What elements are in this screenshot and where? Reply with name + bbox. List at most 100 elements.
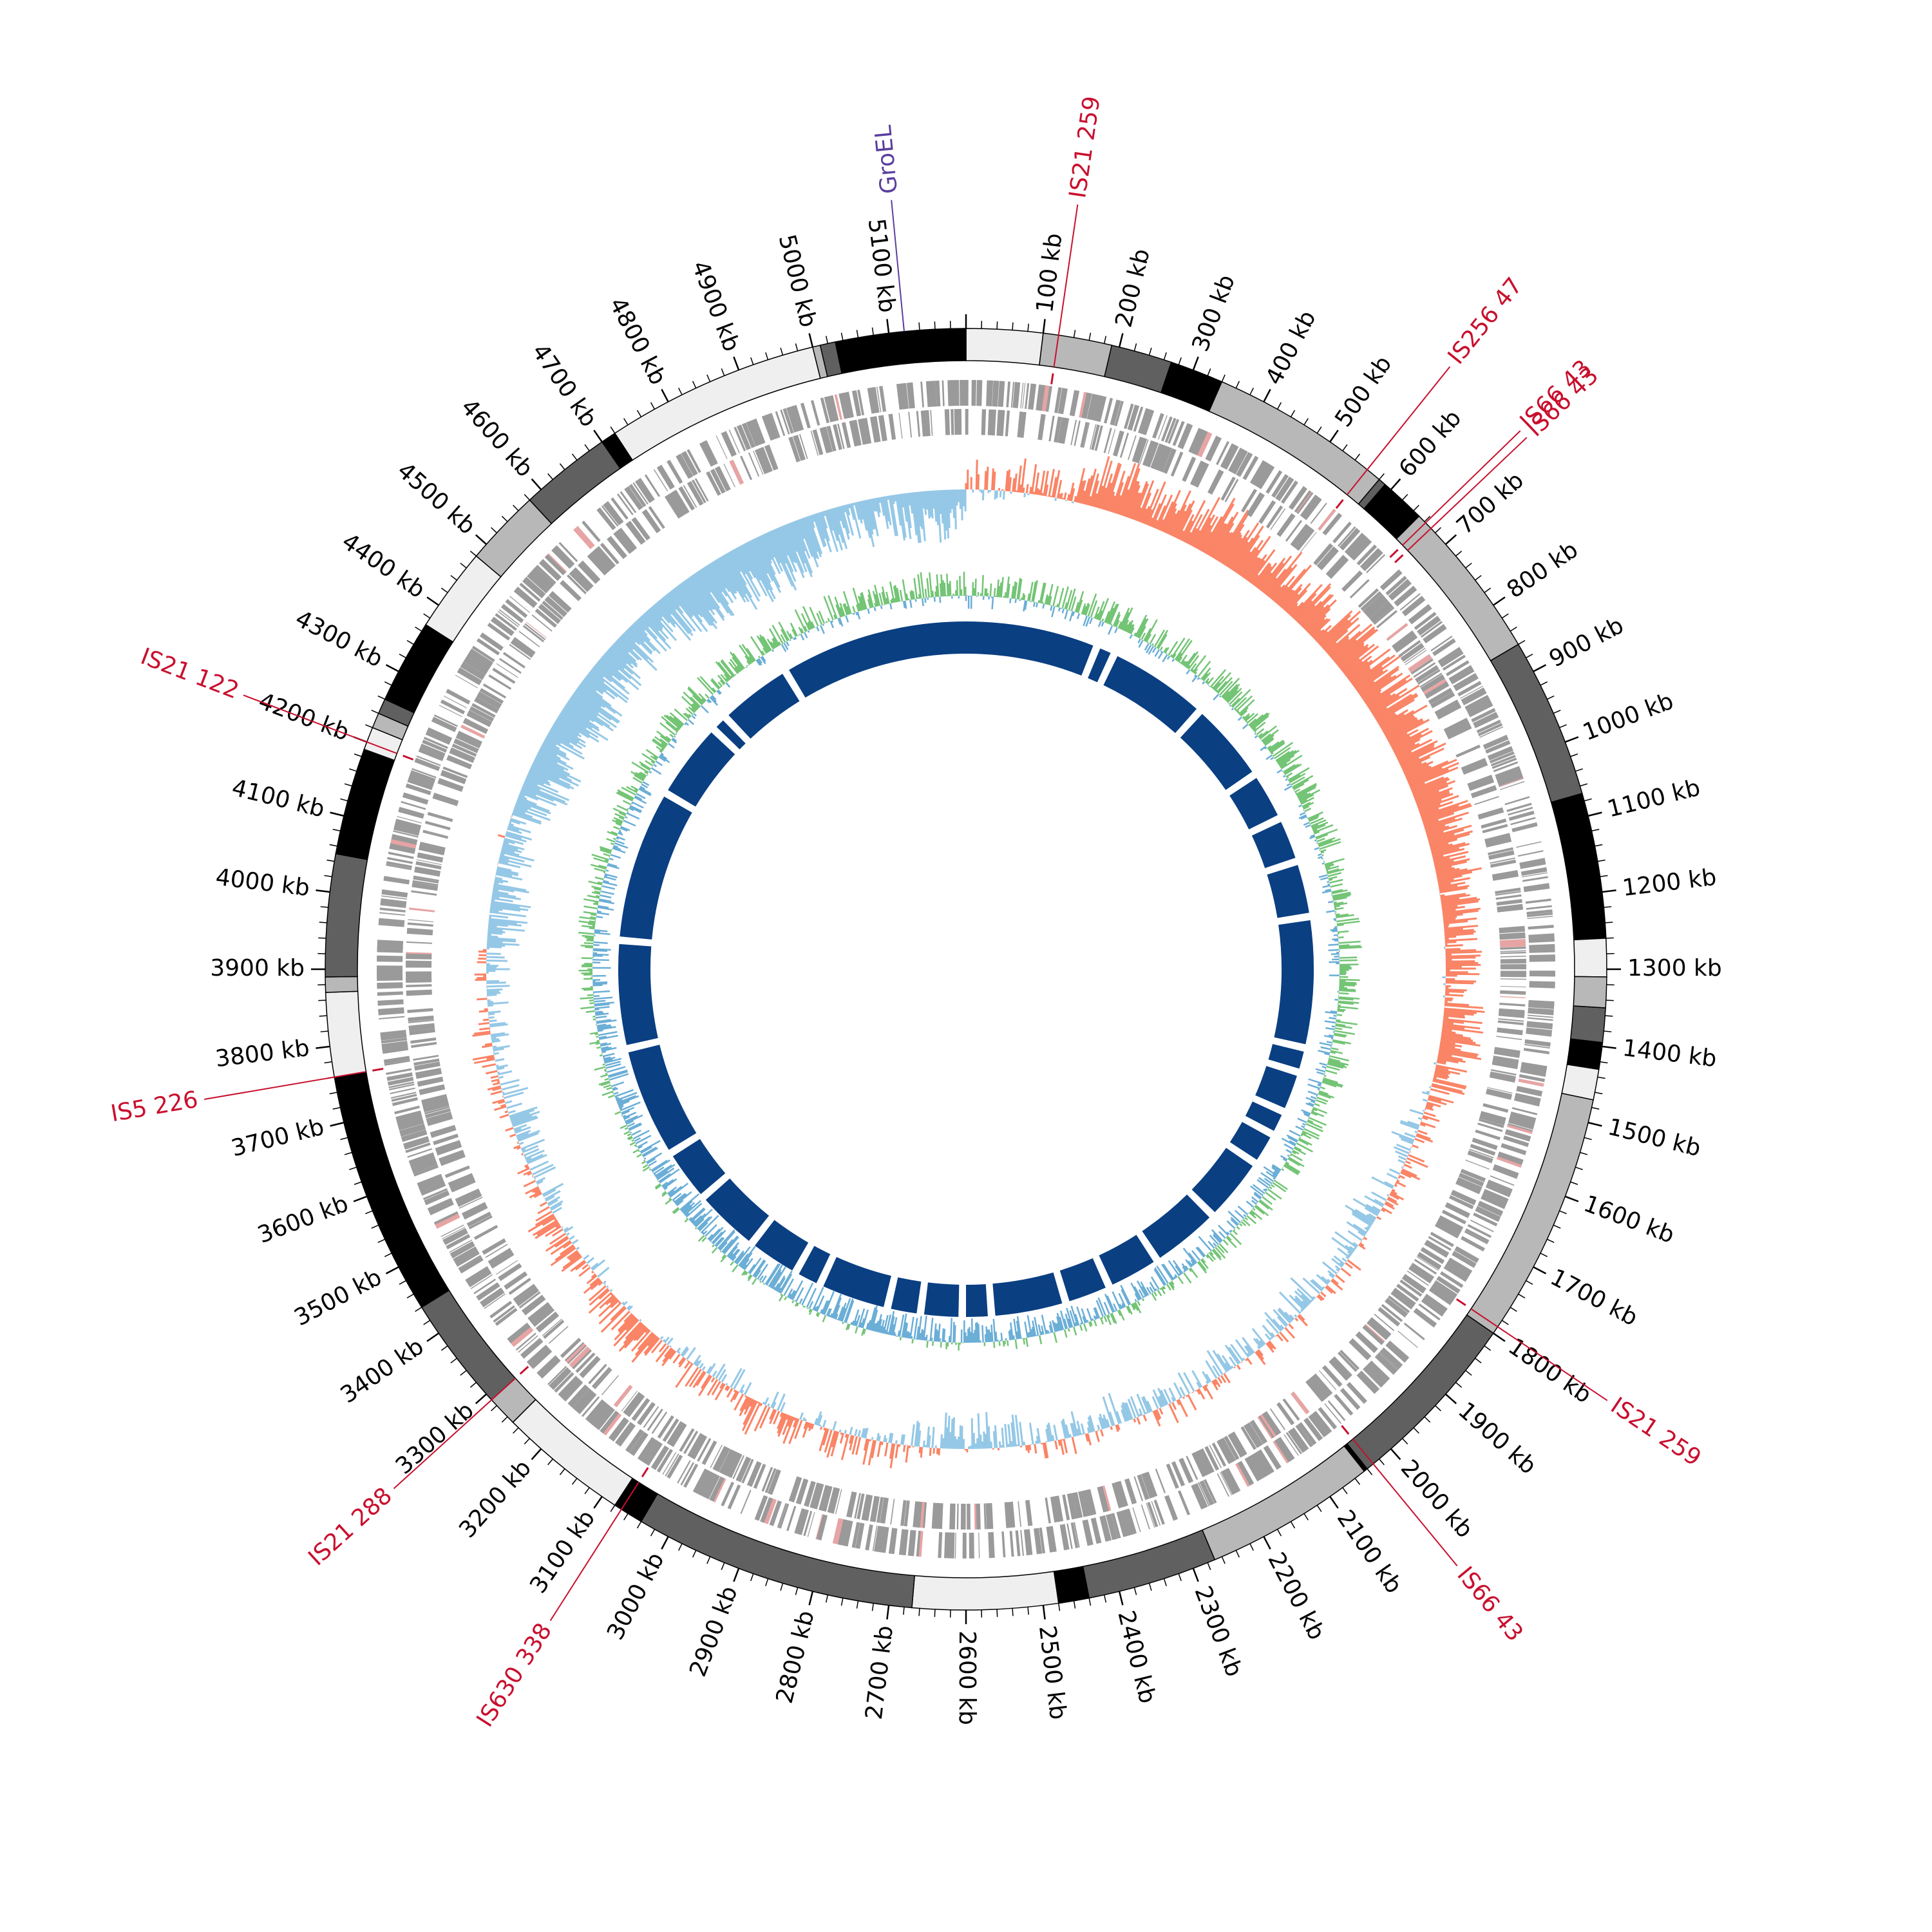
gene-feature bbox=[600, 1410, 620, 1434]
skew-bar bbox=[1191, 675, 1198, 683]
skew-bar bbox=[912, 591, 915, 600]
gc-bar bbox=[486, 988, 503, 991]
skew-bar bbox=[597, 1026, 616, 1031]
skew-bar bbox=[625, 816, 628, 819]
gc-bar bbox=[1115, 1425, 1119, 1432]
gc-bar bbox=[1099, 487, 1107, 509]
gc-bar bbox=[521, 1153, 524, 1156]
skew-bar bbox=[1327, 872, 1342, 877]
skew-bar bbox=[1305, 1122, 1323, 1133]
skew-bar bbox=[1253, 1191, 1262, 1198]
skew-bar bbox=[783, 642, 789, 650]
gc-bar bbox=[756, 536, 776, 575]
skew-bar bbox=[1163, 647, 1168, 653]
gc-bar bbox=[1356, 670, 1384, 691]
gene-feature bbox=[1417, 616, 1439, 634]
gene-feature bbox=[1401, 596, 1425, 616]
gc-bar bbox=[1171, 1397, 1175, 1403]
gc-bar bbox=[1443, 918, 1456, 922]
gc-bar bbox=[507, 828, 522, 835]
gene-feature bbox=[407, 1148, 433, 1158]
skew-bar bbox=[1315, 1099, 1327, 1105]
gc-bar bbox=[1443, 1019, 1464, 1024]
skew-bar bbox=[1059, 1316, 1065, 1331]
gc-bar bbox=[663, 595, 677, 611]
blast-segment-30 bbox=[728, 674, 800, 739]
gene-feature bbox=[1054, 387, 1062, 413]
skew-bar bbox=[1048, 596, 1052, 605]
skew-bar bbox=[802, 1305, 804, 1307]
skew-bar bbox=[1338, 996, 1360, 1000]
contig-block-9 bbox=[1550, 793, 1607, 941]
gene-feature bbox=[386, 864, 412, 871]
gc-bar bbox=[1087, 496, 1092, 506]
gc-bar bbox=[770, 530, 787, 564]
gc-bar bbox=[700, 1374, 711, 1389]
gc-bar bbox=[1340, 646, 1368, 670]
gene-feature bbox=[1498, 1018, 1524, 1022]
gene-feature bbox=[988, 1532, 990, 1558]
gc-bar bbox=[772, 529, 797, 582]
gc-bar bbox=[1347, 1251, 1352, 1256]
major-tick bbox=[1444, 534, 1457, 545]
skew-bar bbox=[697, 1235, 705, 1242]
skew-bar bbox=[800, 634, 805, 641]
skew-bar bbox=[1088, 1321, 1092, 1327]
skew-bar bbox=[1095, 1300, 1104, 1317]
gene-feature bbox=[1424, 1294, 1448, 1313]
skew-bar bbox=[697, 677, 714, 696]
gc-bar bbox=[990, 1441, 993, 1449]
skew-bar bbox=[1302, 802, 1311, 808]
gc-bar bbox=[1425, 824, 1446, 833]
gc-bar bbox=[1104, 462, 1121, 511]
gc-bar bbox=[1423, 1109, 1425, 1112]
skew-bar bbox=[1337, 1009, 1346, 1011]
gc-bar bbox=[1205, 1381, 1209, 1385]
skew-bar bbox=[1202, 681, 1206, 685]
skew-bar bbox=[832, 1297, 842, 1319]
gc-bar bbox=[1366, 679, 1407, 707]
gene-feature bbox=[400, 1126, 426, 1137]
gene-feature bbox=[1495, 894, 1522, 900]
gc-bar bbox=[1238, 540, 1264, 576]
gc-bar bbox=[1062, 1418, 1068, 1439]
gc-bar bbox=[1337, 1247, 1350, 1258]
gc-bar bbox=[919, 491, 926, 542]
skew-bar bbox=[1234, 1209, 1245, 1220]
gene-feature bbox=[1313, 543, 1334, 566]
gc-bar bbox=[1354, 1209, 1375, 1222]
skew-bar bbox=[658, 755, 666, 762]
gc-bar bbox=[737, 546, 756, 579]
gene-feature bbox=[444, 696, 468, 708]
gc-bar bbox=[1094, 456, 1110, 507]
minor-tick bbox=[1178, 1573, 1182, 1582]
gc-bar bbox=[1151, 1396, 1159, 1410]
major-tick bbox=[1533, 1266, 1547, 1274]
skew-bar bbox=[691, 703, 698, 710]
gene-feature bbox=[572, 567, 594, 589]
gc-bar bbox=[1374, 694, 1413, 719]
skew-bar bbox=[856, 604, 860, 612]
gene-feature bbox=[442, 1226, 466, 1240]
skew-bar bbox=[621, 1106, 635, 1114]
skew-bar bbox=[1039, 582, 1045, 603]
gc-bar bbox=[1053, 469, 1061, 498]
gene-feature bbox=[1504, 796, 1530, 806]
gc-bar bbox=[949, 489, 952, 513]
gene-feature bbox=[458, 1255, 481, 1269]
skew-bar bbox=[596, 911, 609, 916]
gene-feature bbox=[1522, 876, 1548, 882]
skew-bar bbox=[1332, 895, 1350, 900]
gene-feature bbox=[1303, 1417, 1323, 1441]
skew-bar bbox=[1161, 1286, 1165, 1290]
gc-bar bbox=[1444, 929, 1474, 933]
skew-bar bbox=[1264, 1178, 1273, 1184]
skew-bar bbox=[1174, 638, 1191, 661]
skew-bar bbox=[590, 1032, 598, 1035]
skew-bar bbox=[1326, 868, 1340, 873]
gc-bar bbox=[730, 1368, 743, 1388]
gc-bar bbox=[855, 1437, 862, 1455]
gene-feature bbox=[956, 1503, 959, 1530]
gene-feature bbox=[712, 1446, 726, 1470]
skew-bar bbox=[659, 722, 676, 736]
